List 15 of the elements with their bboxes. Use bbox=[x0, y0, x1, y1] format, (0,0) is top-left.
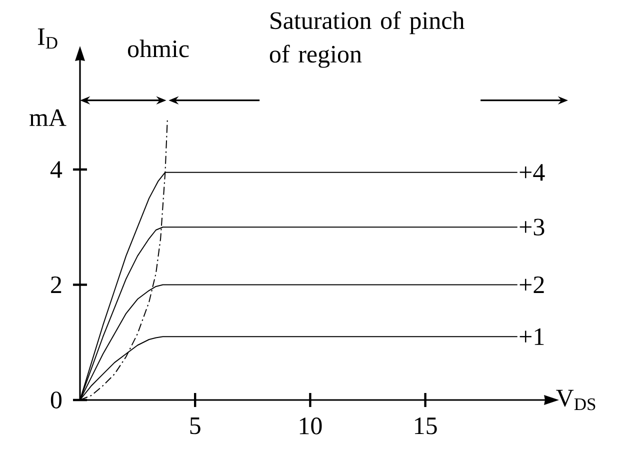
x-axis-title: V$_{DS}$ bbox=[556, 390, 596, 410]
y-tick-label: 0 bbox=[50, 392, 62, 408]
annotation: Saturation of pinch of region bbox=[270, 11, 464, 68]
text: mA bbox=[30, 109, 66, 126]
x-tick-label: 5 bbox=[190, 418, 200, 434]
series-label: +3 bbox=[520, 218, 544, 236]
y-tick-label: 2 bbox=[51, 276, 62, 294]
series-label: +1 bbox=[520, 328, 544, 345]
x-tick-label: 15 bbox=[415, 418, 437, 434]
y-tick-label: 4 bbox=[50, 161, 62, 178]
text: ohmic bbox=[128, 40, 189, 58]
x-tick-label: 10 bbox=[300, 418, 322, 434]
series-label: +4 bbox=[520, 164, 545, 181]
series-label: +2 bbox=[520, 276, 544, 294]
y-axis-title: I$_{D}$ bbox=[38, 28, 58, 49]
